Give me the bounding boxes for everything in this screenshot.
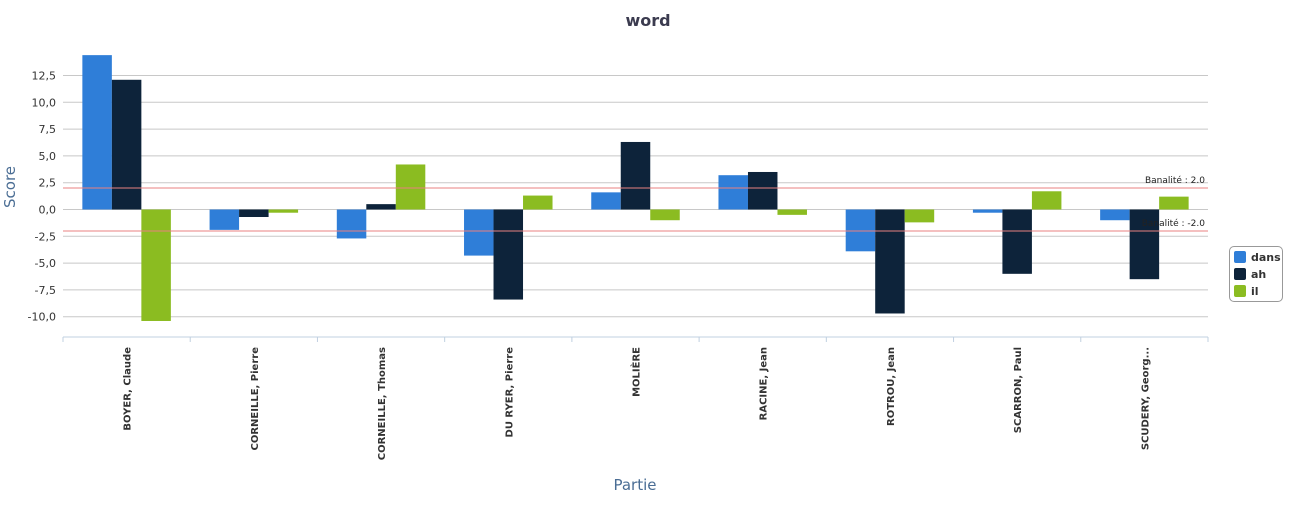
x-tick-label: ROTROU, Jean (886, 347, 897, 426)
bar-ah (366, 204, 396, 210)
bar-dans (209, 209, 240, 230)
reference-line-label: Banalité : 2.0 (1145, 175, 1205, 186)
bar-ah (493, 209, 524, 300)
reference-line-label: Banalité : -2.0 (1142, 218, 1206, 229)
legend-swatch-il (1234, 285, 1246, 297)
bar-dans (972, 209, 1003, 213)
y-tick-label: -7,5 (35, 284, 56, 297)
y-tick-label: 10,0 (32, 96, 57, 109)
legend-item-ah[interactable]: ah (1234, 266, 1266, 282)
bar-il (777, 209, 807, 215)
x-tick-label: SCUDERY, Georg... (1140, 347, 1151, 450)
x-tick-label: MOLIÈRE (630, 347, 643, 397)
legend-label-il: il (1251, 284, 1259, 298)
legend-item-dans[interactable]: dans (1234, 249, 1281, 265)
chart-title: word (625, 11, 670, 30)
x-tick-label: BOYER, Claude (123, 347, 134, 431)
x-tick-label: SCARRON, Paul (1013, 347, 1024, 433)
bar-dans (82, 55, 112, 210)
legend-swatch-dans (1234, 251, 1246, 263)
bar-ah (620, 141, 651, 210)
x-tick-label: CORNEILLE, Thomas (377, 347, 388, 460)
y-axis-title: Score (1, 166, 19, 208)
x-axis: BOYER, Claude CORNEILLE, Pierre CORNEILLE,… (62, 336, 1209, 460)
y-tick-label: 12,5 (32, 70, 57, 83)
y-tick-label: 7,5 (39, 123, 57, 136)
y-tick-label: 0,0 (39, 204, 57, 217)
x-tick-label: DU RYER, Pierre (504, 347, 515, 438)
y-tick-label: 5,0 (39, 150, 57, 163)
bar-dans (845, 209, 876, 252)
x-axis-title: Partie (613, 476, 656, 494)
bar-dans (1100, 209, 1130, 221)
bar-ah (111, 79, 142, 210)
bar-dans (591, 192, 621, 210)
bar-il (268, 209, 299, 213)
bar-ah (747, 171, 778, 210)
bar-il (141, 209, 171, 321)
bar-dans (336, 209, 367, 239)
bar-il (1159, 196, 1189, 210)
bar-il (395, 164, 426, 210)
bar-ah (239, 209, 269, 218)
y-tick-label: -2,5 (35, 230, 56, 243)
bar-ah (875, 209, 905, 314)
x-tick-label: RACINE, Jean (759, 347, 770, 420)
bar-ah (1129, 209, 1160, 280)
bar-dans (464, 209, 494, 256)
y-tick-labels: -10,0 -7,5 -5,0 -2,5 0,0 2,5 5,0 7,5 10,0 12,5 (28, 70, 56, 324)
legend-label-ah: ah (1251, 267, 1267, 281)
legend-label-dans: dans (1251, 250, 1281, 264)
y-tick-label: -5,0 (35, 257, 56, 270)
legend-item-il[interactable]: il (1234, 283, 1259, 299)
legend-swatch-ah (1234, 268, 1246, 280)
bar-ah (1002, 209, 1032, 274)
bar-il (1031, 191, 1062, 210)
y-tick-label: 2,5 (39, 177, 57, 190)
bar-dans (718, 175, 748, 210)
bar-il (523, 195, 553, 210)
y-tick-label: -10,0 (28, 311, 56, 324)
bar-il (650, 209, 680, 221)
legend: dans ah il (1229, 246, 1283, 302)
reference-lines: Banalité : 2.0 Banalité : -2.0 (63, 175, 1208, 232)
x-tick-label: CORNEILLE, Pierre (250, 347, 261, 451)
bar-il (904, 209, 935, 223)
